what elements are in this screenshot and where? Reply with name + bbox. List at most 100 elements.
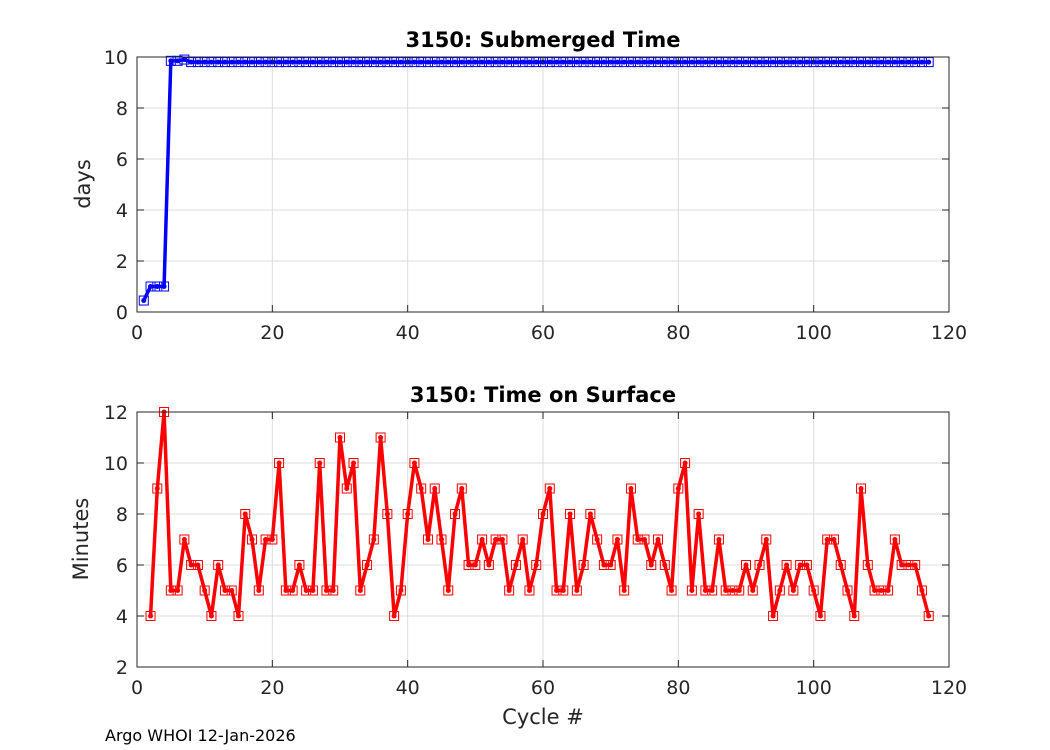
submerged-time-data-dot <box>716 59 722 65</box>
surface-time-data-point <box>355 585 366 596</box>
submerged-time-data-point <box>219 57 230 68</box>
submerged-time-data-dot <box>560 59 566 65</box>
submerged-time-data-point <box>280 57 291 68</box>
submerged-time-data-dot <box>790 59 796 65</box>
surface-time-data-dot <box>878 588 884 593</box>
surface-time-xtick-label: 120 <box>931 677 967 699</box>
submerged-time-data-point <box>896 57 907 68</box>
surface-time-data-dot <box>824 537 830 542</box>
surface-time-data-point <box>368 534 379 545</box>
submerged-time-data-point <box>314 57 325 68</box>
submerged-time-data-point <box>348 57 359 68</box>
surface-time-data-dot <box>445 588 451 593</box>
submerged-time-xtick-label: 60 <box>531 322 555 344</box>
submerged-time-data-dot <box>689 59 695 65</box>
surface-time-ytick-label: 8 <box>116 504 128 526</box>
submerged-time-data-dot <box>418 59 424 65</box>
submerged-time-data-point <box>578 57 589 68</box>
submerged-time-data-dot <box>161 284 167 289</box>
surface-time-data-dot <box>181 537 187 542</box>
submerged-time-data-point <box>362 57 373 68</box>
surface-time-data-point <box>565 509 576 519</box>
submerged-time-ytick-label: 2 <box>116 251 128 273</box>
submerged-time-data-point <box>781 57 792 68</box>
submerged-time-xtick-label: 100 <box>796 322 832 344</box>
surface-time-data-point <box>619 585 630 596</box>
surface-time-data-dot <box>479 537 485 542</box>
surface-time-data-dot <box>229 588 235 593</box>
submerged-time-data-point <box>544 57 555 68</box>
surface-time-data-point <box>653 534 664 545</box>
surface-time-data-dot <box>628 486 634 491</box>
surface-time-data-dot <box>330 588 336 593</box>
submerged-time-data-dot <box>696 59 702 65</box>
surface-time-data-point <box>686 585 697 596</box>
surface-time-data-dot <box>919 588 925 593</box>
surface-time-data-point <box>842 585 853 596</box>
submerged-time-data-dot <box>154 284 160 289</box>
surface-time-data-point <box>727 585 738 596</box>
surface-time-data-dot <box>452 511 458 517</box>
surface-time-data-point <box>260 534 271 545</box>
surface-time-data-point <box>828 534 839 545</box>
submerged-time-data-dot <box>310 59 316 65</box>
surface-time-data-dot <box>560 588 566 593</box>
surface-time-data-dot <box>547 486 553 491</box>
surface-time-data-point <box>673 483 684 494</box>
surface-time-ytick-label: 2 <box>116 657 128 679</box>
surface-time-data-dot <box>418 486 424 491</box>
submerged-time-data-dot <box>547 59 553 65</box>
surface-time-data-dot <box>195 562 201 568</box>
surface-time-data-point <box>801 560 812 570</box>
surface-time-data-point <box>450 509 461 519</box>
surface-time-data-point <box>267 534 278 545</box>
submerged-time-data-dot <box>479 59 485 65</box>
submerged-time-data-dot <box>222 59 228 65</box>
submerged-time-data-point <box>524 57 535 68</box>
surface-time-data-dot <box>506 588 512 593</box>
surface-time-data-dot <box>642 537 647 542</box>
submerged-time-data-dot <box>885 59 891 65</box>
surface-time-data-point <box>774 585 785 596</box>
submerged-time-data-dot <box>371 59 377 65</box>
submerged-time-data-dot <box>384 59 390 65</box>
submerged-time-data-point <box>903 57 914 68</box>
submerged-time-data-dot <box>445 59 451 65</box>
surface-time-data-dot <box>432 486 438 491</box>
surface-time-xtick-label: 20 <box>260 677 284 699</box>
submerged-time-data-point <box>828 57 839 68</box>
surface-time-data-dot <box>899 562 905 568</box>
surface-time-data-point <box>497 534 508 545</box>
surface-time-data-point <box>294 560 305 570</box>
surface-time-data-point <box>172 585 183 596</box>
submerged-time-data-point <box>436 57 447 68</box>
submerged-time-data-point <box>727 57 738 68</box>
surface-time-data-point <box>734 585 745 596</box>
surface-time-data-dot <box>912 562 918 568</box>
surface-time-data-dot <box>357 588 363 593</box>
surface-time-data-dot <box>614 537 620 542</box>
surface-time-data-dot <box>865 562 871 568</box>
submerged-time-ylabel: days <box>71 159 95 209</box>
submerged-time-data-point <box>585 57 596 68</box>
submerged-time-xtick-label: 120 <box>931 322 967 344</box>
surface-time-data-point <box>856 483 867 494</box>
submerged-time-data-dot <box>337 59 343 65</box>
surface-time-data-dot <box>168 588 174 593</box>
submerged-time-data-point <box>145 281 156 292</box>
submerged-time-data-dot <box>669 59 675 65</box>
surface-time-data-dot <box>513 562 519 568</box>
surface-time-data-point <box>578 560 589 570</box>
surface-time-data-dot <box>391 613 397 619</box>
surface-time-data-point <box>612 534 623 545</box>
submerged-time-ytick-label: 10 <box>104 47 128 69</box>
surface-time-data-dot <box>811 588 817 593</box>
surface-time-data-point <box>328 585 339 596</box>
submerged-time-data-point <box>470 57 481 68</box>
submerged-time-data-dot <box>581 59 587 65</box>
surface-time-series <box>145 407 934 621</box>
submerged-time-series <box>138 54 934 306</box>
surface-time-ylabel: Minutes <box>69 498 93 581</box>
surface-time-data-dot <box>154 486 160 491</box>
